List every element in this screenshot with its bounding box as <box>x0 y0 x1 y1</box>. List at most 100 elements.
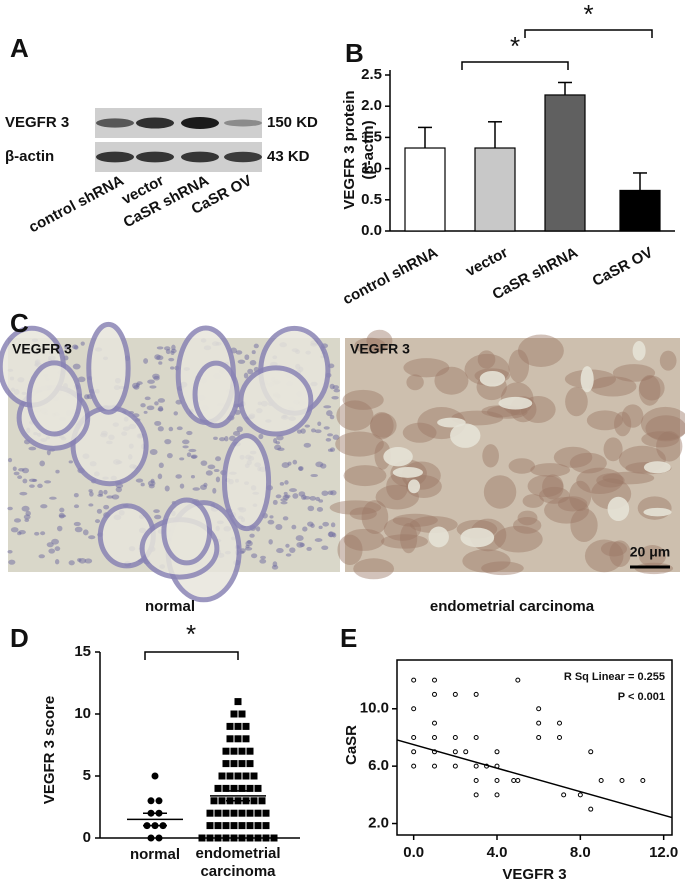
gland <box>161 497 213 566</box>
data-point <box>246 747 254 755</box>
nucleus <box>332 434 340 440</box>
data-point <box>250 772 258 780</box>
tumor-cluster <box>596 473 625 488</box>
nucleus <box>253 343 259 349</box>
blot-size-label: 43 KD <box>267 148 310 165</box>
nucleus <box>250 553 258 559</box>
nucleus <box>73 521 81 527</box>
blot-band <box>224 119 262 127</box>
nucleus <box>330 490 337 496</box>
nucleus <box>244 354 250 361</box>
nucleus <box>24 518 30 522</box>
nucleus <box>245 540 253 547</box>
nucleus <box>18 530 26 535</box>
nucleus <box>272 499 278 505</box>
tumor-cluster <box>383 517 422 541</box>
tumor-cluster <box>641 431 680 448</box>
x-tick-label: control shRNA <box>340 244 441 308</box>
bar <box>544 94 586 232</box>
nucleus <box>213 436 218 440</box>
nucleus <box>170 366 175 370</box>
blot-band <box>96 118 134 128</box>
gland <box>86 321 131 415</box>
nucleus <box>251 350 256 355</box>
y-tick-label: 10 <box>74 705 91 722</box>
nucleus <box>149 449 158 455</box>
tumor-cluster <box>602 471 655 485</box>
y-tick-label: 6.0 <box>368 757 389 774</box>
x-tick-label: 0.0 <box>403 844 424 861</box>
nucleus <box>54 546 61 552</box>
lumen <box>383 446 413 467</box>
tumor-cluster <box>557 496 588 512</box>
nucleus <box>237 359 246 364</box>
data-point <box>640 777 646 783</box>
nucleus <box>146 405 155 411</box>
nucleus <box>299 542 305 547</box>
data-point <box>238 747 246 755</box>
nucleus <box>44 480 52 484</box>
data-point <box>577 792 583 798</box>
y-tick-label: 2.5 <box>361 66 382 83</box>
lumen <box>498 396 533 410</box>
nucleus <box>224 436 229 442</box>
tumor-cluster <box>493 525 543 553</box>
nucleus <box>37 483 43 489</box>
tumor-cluster <box>517 510 538 526</box>
y-tick-label: 15 <box>74 643 91 660</box>
micrographs <box>0 321 685 603</box>
blot-band <box>224 151 262 163</box>
x-axis-label: VEGFR 3 <box>502 866 566 883</box>
y-tick-label: 0.0 <box>361 222 382 239</box>
data-point <box>214 822 222 830</box>
nucleus <box>219 437 226 442</box>
nucleus <box>59 507 65 513</box>
nucleus <box>73 345 79 350</box>
nucleus <box>200 484 207 490</box>
nucleus <box>164 438 172 445</box>
nucleus <box>182 445 189 449</box>
nucleus <box>147 379 155 384</box>
nucleus <box>40 504 48 509</box>
data-point <box>557 734 562 740</box>
nucleus <box>281 462 290 469</box>
nucleus <box>200 460 208 466</box>
image-label: VEGFR 3 <box>12 341 72 357</box>
data-point <box>230 747 238 755</box>
nucleus <box>247 368 254 375</box>
tumor-cluster <box>603 437 623 462</box>
tumor-cluster <box>569 452 607 474</box>
nucleus <box>333 388 341 393</box>
data-point <box>432 734 437 740</box>
lumen <box>407 479 421 494</box>
lumen <box>607 496 630 522</box>
significance-star: * <box>186 619 196 649</box>
nucleus <box>304 424 311 428</box>
tumor-cluster <box>656 431 683 462</box>
significance-star: * <box>583 0 593 29</box>
data-point <box>230 784 238 792</box>
data-point <box>598 777 604 783</box>
data-point <box>222 760 230 768</box>
data-point <box>238 822 246 830</box>
data-point <box>254 784 262 792</box>
nucleus <box>243 372 249 379</box>
nucleus <box>22 478 28 484</box>
nucleus <box>56 525 63 532</box>
nucleus <box>58 514 67 518</box>
nucleus <box>317 421 322 427</box>
image-label: VEGFR 3 <box>350 341 410 357</box>
nucleus <box>157 473 163 480</box>
nucleus <box>275 524 283 530</box>
tumor-cluster <box>406 374 424 391</box>
data-point <box>238 834 246 842</box>
data-point <box>238 760 246 768</box>
data-point <box>210 797 218 805</box>
nucleus <box>175 474 182 479</box>
nucleus <box>32 478 38 482</box>
data-point <box>222 747 230 755</box>
nucleus <box>328 531 334 538</box>
nucleus <box>173 411 179 416</box>
data-point <box>238 809 246 817</box>
x-tick-label: endometrial carcinoma <box>195 845 281 880</box>
